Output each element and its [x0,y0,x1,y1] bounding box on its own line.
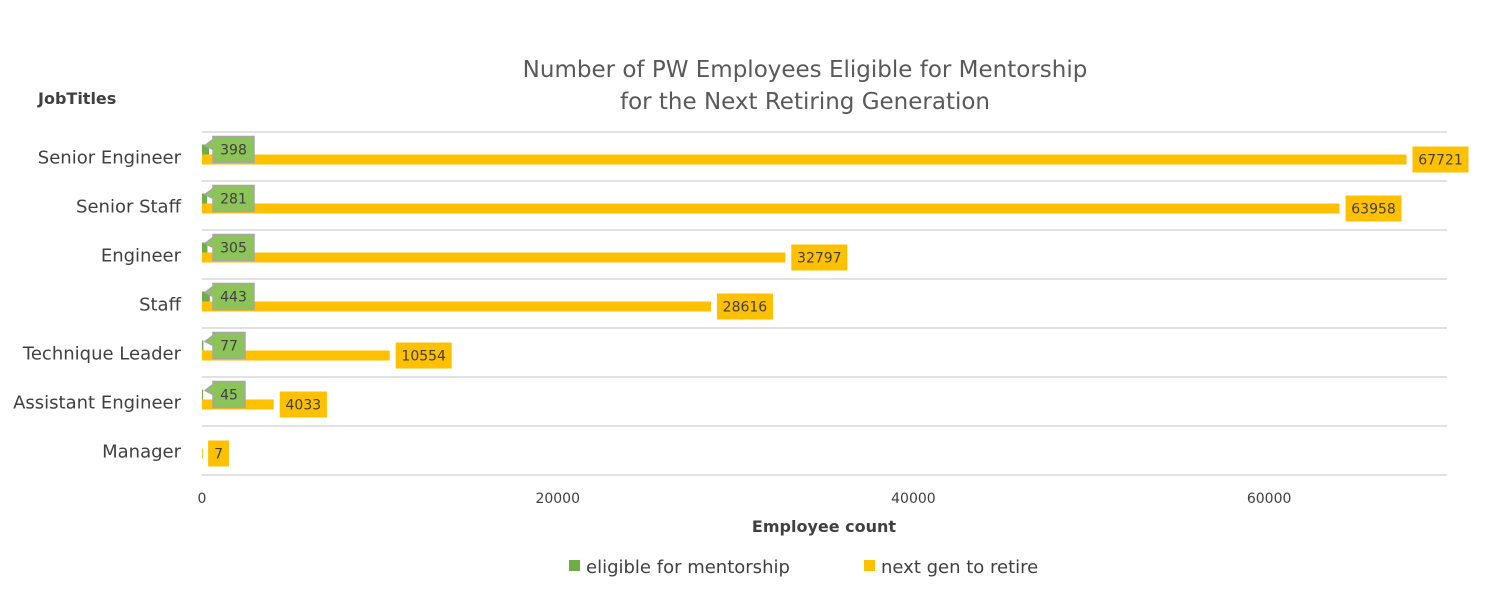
data-label-box-eligible-for-mentorship [203,331,246,360]
data-label-next-gen-to-retire: 7 [214,447,223,463]
data-label-box-next-gen-to-retire [716,293,773,320]
data-label-box-eligible-for-mentorship [203,135,255,164]
data-label-box-eligible-for-mentorship [203,380,246,409]
category-label: Manager [102,442,181,463]
data-label-eligible-for-mentorship: 45 [220,388,238,404]
data-label-box-next-gen-to-retire [1345,195,1402,222]
data-label-box-next-gen-to-retire [208,440,229,467]
chart-title-line-2: for the Next Retiring Generation [620,89,990,115]
data-label-eligible-for-mentorship: 77 [220,339,238,355]
data-label-box-eligible-for-mentorship [203,233,255,262]
data-label-next-gen-to-retire: 4033 [286,398,322,414]
bar-eligible-for-mentorship [202,144,210,155]
bar-next-gen-to-retire [202,350,390,361]
category-label: Technique Leader [22,344,182,365]
legend: eligible for mentorship next gen to retir… [569,557,1038,578]
x-tick-label: 0 [198,491,207,507]
data-label-box-next-gen-to-retire [791,244,848,271]
bar-next-gen-to-retire [202,301,711,312]
bar-next-gen-to-retire [202,203,1340,214]
bar-eligible-for-mentorship [202,340,204,351]
legend-swatch [864,560,875,571]
legend-label: eligible for mentorship [586,557,790,578]
data-label-eligible-for-mentorship: 305 [220,241,247,257]
data-label-next-gen-to-retire: 67721 [1418,153,1463,169]
data-label-eligible-for-mentorship: 281 [220,192,247,208]
bar-next-gen-to-retire [202,154,1407,165]
legend-label: next gen to retire [881,557,1038,578]
category-label: Senior Engineer [38,148,182,169]
y-axis-title: JobTitles [37,89,116,108]
bar-eligible-for-mentorship [202,389,203,400]
bar-eligible-for-mentorship [202,291,210,302]
x-tick-label: 40000 [891,491,936,507]
data-label-next-gen-to-retire: 28616 [723,300,768,316]
category-label: Assistant Engineer [13,393,181,414]
data-label-eligible-for-mentorship: 398 [220,143,247,159]
category-label: Staff [139,295,182,316]
data-label-box-next-gen-to-retire [395,342,452,369]
x-axis-title: Employee count [752,517,896,536]
chart-title-line-1: Number of PW Employees Eligible for Ment… [523,57,1088,83]
bar-next-gen-to-retire [202,448,203,459]
data-label-next-gen-to-retire: 32797 [797,251,842,267]
data-label-next-gen-to-retire: 63958 [1351,202,1396,218]
x-tick-label: 20000 [535,491,580,507]
bar-eligible-for-mentorship [202,193,207,204]
bar-eligible-for-mentorship [202,242,208,253]
data-label-eligible-for-mentorship: 443 [220,290,247,306]
category-label: Engineer [101,246,182,267]
data-label-box-eligible-for-mentorship [203,282,255,311]
legend-swatch [569,560,580,571]
data-label-box-eligible-for-mentorship [203,184,255,213]
data-label-box-next-gen-to-retire [279,391,327,418]
data-label-next-gen-to-retire: 10554 [401,349,446,365]
category-label: Senior Staff [76,197,182,218]
bar-next-gen-to-retire [202,252,786,263]
data-label-box-next-gen-to-retire [1412,146,1469,173]
x-tick-label: 60000 [1247,491,1292,507]
